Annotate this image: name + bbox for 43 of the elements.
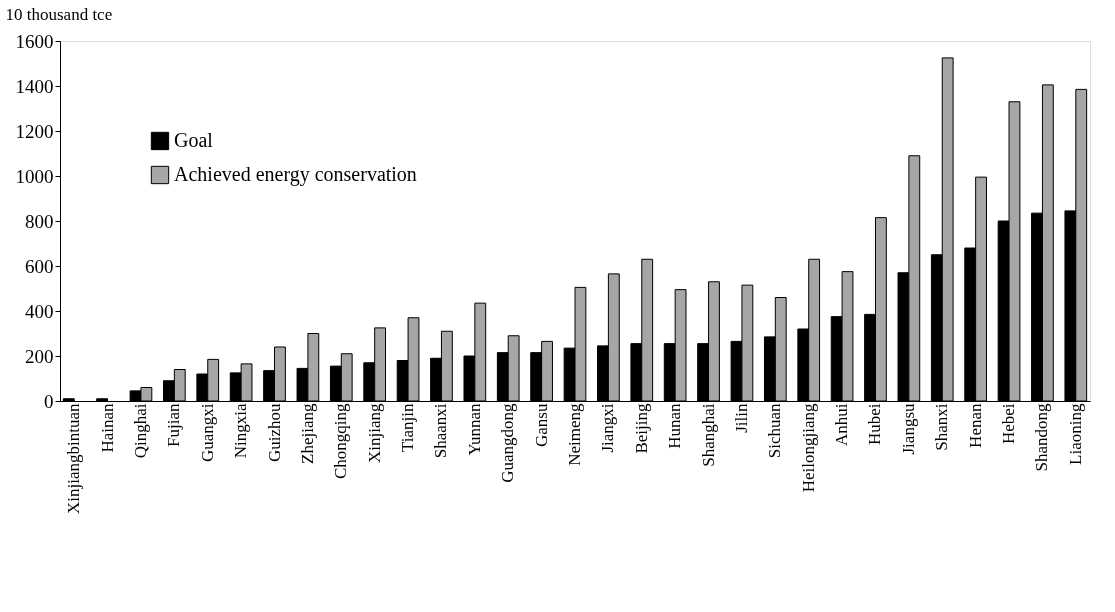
x-tick-label: Tianjin bbox=[398, 403, 418, 453]
x-tick-label: Shaanxi bbox=[431, 403, 451, 459]
x-tick-label: Gansu bbox=[531, 403, 551, 447]
y-tick-label: 1400 bbox=[15, 75, 54, 97]
x-tick-label: Yunnan bbox=[464, 403, 484, 456]
x-tick-label: Xinjiang bbox=[364, 403, 384, 463]
x-tick-label: Hainan bbox=[97, 403, 117, 453]
x-tick-label: Xinjiangbintuan bbox=[64, 403, 84, 514]
x-tick-label: Shanxi bbox=[932, 403, 952, 451]
y-tick-label: 1600 bbox=[15, 30, 54, 52]
x-tick-label: Jiangxi bbox=[598, 403, 618, 453]
x-tick-label: Chongqing bbox=[331, 403, 351, 480]
x-tick-label: Shandong bbox=[1032, 403, 1052, 472]
x-tick-label: Heilongjiang bbox=[798, 403, 818, 493]
y-tick-label: 1000 bbox=[15, 165, 54, 187]
y-tick-label: 400 bbox=[25, 300, 54, 322]
legend-label: Achieved energy conservation bbox=[174, 163, 417, 186]
x-tick-label: Hebei bbox=[999, 403, 1019, 445]
legend-label: Goal bbox=[174, 129, 214, 151]
y-axis-title: 10 thousand tce bbox=[5, 4, 113, 24]
x-tick-label: Sichuan bbox=[765, 403, 785, 459]
y-tick-label: 0 bbox=[44, 390, 54, 412]
x-tick-label: Beijing bbox=[631, 403, 651, 454]
x-tick-label: Anhui bbox=[832, 403, 852, 446]
y-tick-label: 1200 bbox=[15, 120, 54, 142]
x-tick-label: Hunan bbox=[665, 403, 685, 449]
x-tick-label: Hubei bbox=[865, 403, 885, 446]
y-tick-label: 600 bbox=[25, 255, 54, 277]
x-tick-label: Neimeng bbox=[565, 403, 584, 466]
x-tick-label: Guangxi bbox=[197, 403, 217, 463]
x-tick-label: Zhejiang bbox=[297, 403, 317, 464]
y-tick-label: 800 bbox=[25, 210, 54, 232]
x-tick-label: Qinghai bbox=[130, 403, 150, 459]
x-tick-label: Liaoning bbox=[1065, 403, 1085, 465]
y-tick-label: 200 bbox=[25, 345, 54, 367]
x-tick-label: Fujian bbox=[164, 403, 184, 447]
x-tick-label: Jilin bbox=[731, 403, 751, 433]
x-tick-label: Guangdong bbox=[498, 403, 518, 483]
x-tick-label: Ningxia bbox=[231, 403, 251, 459]
x-tick-label: Henan bbox=[965, 403, 985, 448]
x-tick-label: Guizhou bbox=[264, 403, 284, 463]
x-tick-label: Jiangsu bbox=[898, 403, 918, 455]
x-tick-label: Shanghai bbox=[698, 403, 718, 467]
